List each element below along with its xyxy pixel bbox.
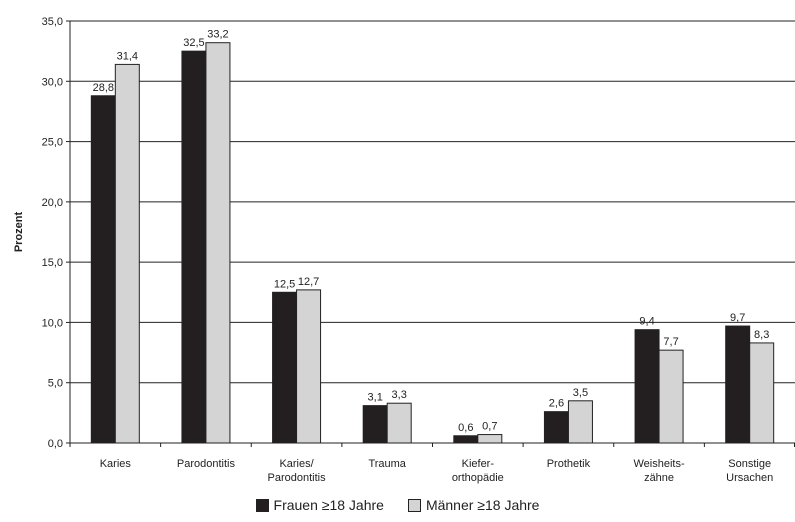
bar-chart: 0,0 5,0 10,0 15,0 20,0 25,0 30,0 35,0 Prozent 28,…	[0, 0, 795, 495]
x-category-label: Parodontitis	[268, 472, 327, 484]
bar-maenner	[115, 64, 139, 443]
legend-label-frauen: Frauen ≥18 Jahre	[274, 497, 384, 513]
x-category-label: Weisheits-	[633, 458, 684, 470]
data-label: 8,3	[754, 329, 769, 341]
bar-maenner	[750, 343, 774, 443]
data-label: 0,6	[458, 422, 473, 434]
data-label: 2,6	[549, 398, 564, 410]
x-category-label: Prothetik	[547, 458, 591, 470]
bar-maenner	[568, 401, 592, 443]
bar-maenner	[478, 435, 502, 443]
y-tick-label: 5,0	[48, 378, 63, 390]
data-label: 7,7	[663, 336, 678, 348]
bar-frauen	[726, 326, 750, 443]
bar-maenner	[297, 290, 321, 443]
x-category-label: Sonstige	[728, 458, 771, 470]
bar-frauen	[635, 330, 659, 443]
data-label: 12,5	[274, 278, 295, 290]
data-label: 0,7	[482, 421, 497, 433]
y-tick-label: 35,0	[42, 16, 63, 28]
x-category-label: Kiefer-	[462, 458, 495, 470]
bar-maenner	[659, 350, 683, 443]
legend-item-frauen: Frauen ≥18 Jahre	[256, 497, 384, 513]
bar-frauen	[273, 292, 297, 443]
legend-item-maenner: Männer ≥18 Jahre	[408, 497, 540, 513]
y-tick-label: 10,0	[42, 317, 63, 329]
bar-maenner	[387, 403, 411, 443]
x-category-label: Parodontitis	[177, 458, 236, 470]
bar-frauen	[454, 436, 478, 443]
y-tick-label: 20,0	[42, 197, 63, 209]
data-label: 3,3	[392, 389, 407, 401]
data-label: 3,5	[573, 387, 588, 399]
legend-swatch-maenner	[408, 499, 421, 512]
x-category-label: Karies/	[279, 458, 314, 470]
data-label: 12,7	[298, 276, 319, 288]
data-label: 9,4	[639, 316, 654, 328]
bar-frauen	[91, 96, 115, 443]
data-label: 32,5	[183, 37, 204, 49]
y-tick-label: 15,0	[42, 257, 63, 269]
x-category-label: Ursachen	[726, 472, 773, 484]
legend: Frauen ≥18 Jahre Männer ≥18 Jahre	[0, 497, 795, 513]
y-tick-label: 25,0	[42, 137, 63, 149]
data-label: 3,1	[368, 392, 383, 404]
data-label: 31,4	[117, 50, 138, 62]
bar-frauen	[182, 51, 206, 443]
x-category-label: Karies	[100, 458, 132, 470]
bar-frauen	[544, 412, 568, 443]
legend-swatch-frauen	[256, 499, 269, 512]
x-category-label: Trauma	[368, 458, 406, 470]
data-label: 9,7	[730, 312, 745, 324]
y-tick-label: 0,0	[48, 438, 63, 450]
data-label: 28,8	[93, 82, 114, 94]
data-label: 33,2	[207, 29, 228, 41]
x-category-label: orthopädie	[452, 472, 504, 484]
legend-label-maenner: Männer ≥18 Jahre	[426, 497, 540, 513]
y-tick-label: 30,0	[42, 76, 63, 88]
x-category-label: zähne	[644, 472, 674, 484]
y-axis-title: Prozent	[13, 211, 25, 252]
bar-maenner	[206, 43, 230, 443]
bar-frauen	[363, 406, 387, 443]
